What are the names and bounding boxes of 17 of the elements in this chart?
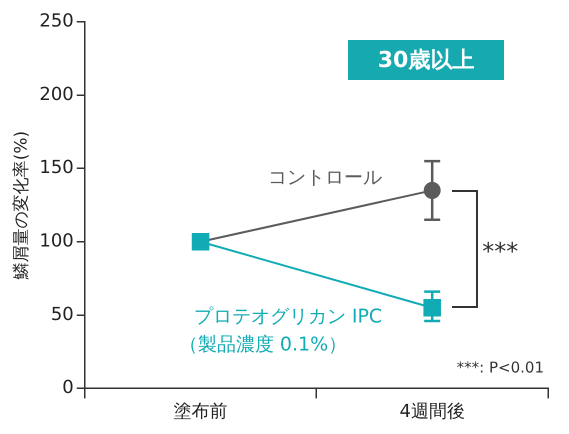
y-tick-label: 150 bbox=[39, 157, 74, 178]
y-tick-label: 50 bbox=[50, 304, 74, 325]
annotation: （製品濃度 0.1%） bbox=[178, 334, 348, 356]
x-tick-label: 塗布前 bbox=[174, 400, 228, 422]
series-label: コントロール bbox=[268, 166, 382, 188]
point bbox=[424, 182, 441, 199]
text: 30歳以上 bbox=[348, 40, 504, 80]
annotation: *** bbox=[482, 237, 518, 266]
annotation: ***: P<0.01 bbox=[456, 358, 544, 376]
y-tick-label: 0 bbox=[62, 377, 74, 398]
y-tick-label: 100 bbox=[39, 230, 74, 252]
x-tick-label: 4週間後 bbox=[399, 400, 465, 422]
series-label: プロテオグリカン IPC bbox=[194, 306, 382, 328]
y-tick-label: 250 bbox=[39, 10, 74, 32]
point bbox=[423, 298, 441, 317]
y-tick-label: 200 bbox=[39, 84, 74, 105]
y-axis-title: 鱗屑量の変化率(%) bbox=[12, 130, 32, 280]
